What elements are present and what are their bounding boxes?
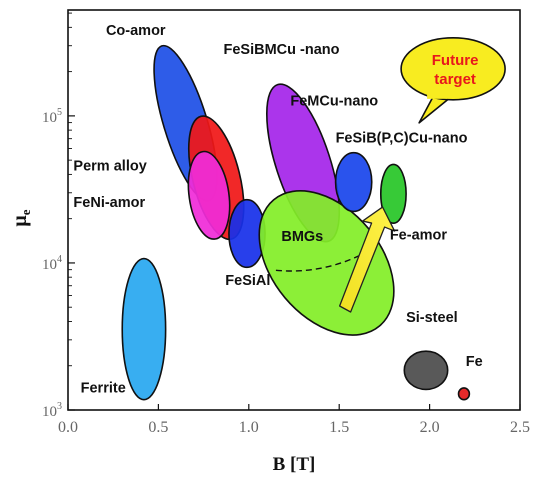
- region-fesib-p-c-cu-nano: [379, 163, 407, 225]
- overlay-layer: Future target: [275, 37, 506, 313]
- y-tick-label: 103: [42, 401, 62, 420]
- label-ferrite: Ferrite: [81, 380, 126, 396]
- label-fesibmcu-nano: FeSiBMCu -nano: [223, 42, 339, 58]
- label-fe-amor: Fe-amor: [390, 227, 448, 243]
- y-axis-label-sub: e: [18, 209, 33, 215]
- label-si-steel: Si-steel: [406, 310, 458, 326]
- x-tick-label: 2.5: [510, 419, 530, 436]
- region-femcu-nano: [334, 151, 373, 213]
- callout-text-line2: target: [434, 71, 476, 88]
- y-axis-label: μe: [9, 209, 33, 226]
- label-fesib-p-c-cu-nano: FeSiB(P,C)Cu-nano: [336, 130, 468, 146]
- callout-seam: [427, 86, 448, 99]
- x-tick-label: 1.0: [239, 419, 259, 436]
- x-tick-label: 2.0: [420, 419, 440, 436]
- region-fe: [457, 387, 471, 401]
- callout-bubble: [400, 37, 506, 101]
- x-tick-label: 0.5: [148, 419, 168, 436]
- region-feni-amor: [187, 150, 231, 240]
- y-axis: 103 104 105: [42, 12, 75, 420]
- label-femcu-nano: FeMCu-nano: [290, 94, 378, 110]
- region-bmgs: [258, 190, 395, 336]
- x-tick-label: 0.0: [58, 419, 78, 436]
- region-ferrite: [121, 257, 167, 401]
- label-fesial: FeSiAl: [225, 273, 270, 289]
- region-si-steel: [403, 350, 449, 391]
- y-axis-label-main: μ: [9, 215, 31, 227]
- x-tick-label: 1.5: [329, 419, 349, 436]
- label-perm-alloy: Perm alloy: [73, 158, 146, 174]
- y-tick-label: 105: [42, 107, 62, 126]
- label-bmgs: BMGs: [281, 229, 323, 245]
- svg-text:μe: μe: [9, 209, 33, 226]
- plot-frame: [67, 9, 521, 411]
- x-axis-label: B [T]: [273, 454, 316, 475]
- label-feni-amor: FeNi-amor: [73, 195, 145, 211]
- y-tick-label: 104: [42, 254, 62, 273]
- callout-text-line1: Future: [432, 52, 479, 69]
- future-target-arrow: [338, 206, 396, 313]
- label-co-amor: Co-amor: [106, 23, 166, 39]
- label-fe: Fe: [466, 354, 483, 370]
- x-axis: 0.0 0.5 1.0 1.5 2.0 2.5: [58, 404, 530, 436]
- regions-layer: [121, 44, 471, 401]
- annotations-layer: Co-amor Perm alloy FeNi-amor FeSiAl Ferrite F…: [73, 23, 482, 396]
